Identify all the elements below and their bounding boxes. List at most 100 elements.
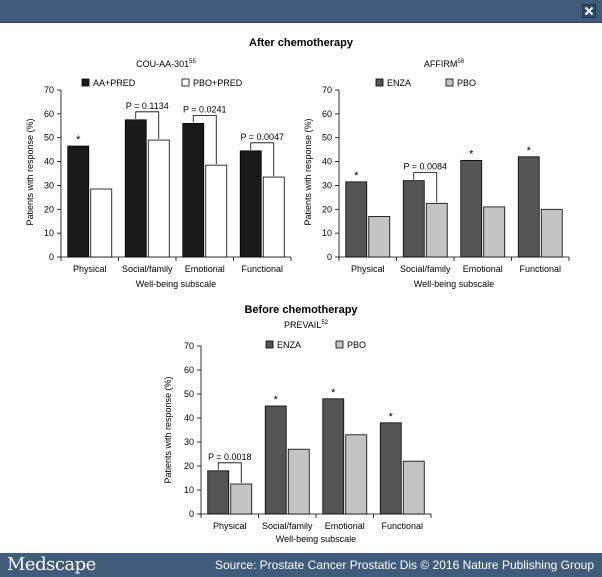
chart-title-sup: 52: [321, 320, 328, 326]
y-tick-label: 70: [322, 85, 332, 95]
chart-title: COU-AA-30155: [136, 59, 196, 69]
y-tick-label: 50: [184, 389, 194, 399]
legend-label: AA+PRED: [93, 78, 136, 88]
bar-pbo: [230, 483, 253, 515]
p-value-label: P = 0.0018: [208, 452, 252, 462]
p-value-bracket: [413, 172, 438, 203]
bar-pbo: [345, 434, 368, 515]
footer-bar: Medscape Source: Prostate Cancer Prostat…: [0, 553, 602, 577]
y-tick-label: 50: [322, 133, 332, 143]
y-tick-label: 0: [327, 252, 332, 262]
significance-star: *: [76, 134, 81, 146]
legend-swatch-pbo: [445, 78, 454, 87]
p-value-bracket: [192, 115, 217, 165]
chart-affirm: AFFIRM58 ENZA PBO 0 10 20 30 40 50 60 70 Patients w…: [303, 59, 570, 289]
bar-pbo: [425, 202, 448, 258]
bar-pbo: [402, 460, 425, 515]
y-axis-label: Patients with response (%): [163, 376, 173, 483]
x-category-label: Social/family: [400, 264, 451, 274]
close-icon[interactable]: [582, 4, 596, 18]
bar-enza: [517, 156, 540, 258]
bar-pbo-pred: [262, 176, 285, 258]
bar-pbo: [368, 216, 391, 258]
y-tick-label: 40: [322, 157, 332, 167]
y-tick-label: 10: [184, 485, 194, 495]
p-value-label: P = 0.0241: [183, 104, 227, 114]
chart-title-sup: 58: [457, 59, 464, 65]
bar-aa-pred: [124, 119, 147, 258]
x-category-label: Functional: [241, 264, 283, 274]
y-tick-label: 10: [322, 228, 332, 238]
chart-title: AFFIRM58: [424, 59, 465, 69]
p-value-label: P = 0.0084: [403, 162, 447, 172]
significance-star: *: [389, 411, 394, 423]
bar-enza: [460, 159, 483, 258]
x-category-label: Emotional: [325, 521, 365, 531]
y-tick-label: 0: [189, 509, 194, 519]
y-tick-label: 50: [44, 133, 54, 143]
x-category-label: Physical: [213, 521, 247, 531]
bar-pbo-pred: [90, 188, 113, 258]
x-category-label: Functional: [519, 264, 561, 274]
source-credit: Source: Prostate Cancer Prostatic Dis © …: [214, 558, 594, 572]
legend-swatch-enza: [265, 340, 274, 349]
chart-title-text: AFFIRM: [424, 59, 458, 69]
y-tick-label: 60: [44, 109, 54, 119]
bar-pbo-pred: [205, 164, 228, 258]
after-chemo-title: After chemotherapy: [249, 37, 354, 49]
x-axis-label: Well-being subscale: [136, 279, 216, 289]
significance-star: *: [527, 145, 532, 157]
y-tick-label: 20: [322, 204, 332, 214]
x-category-label: Social/family: [262, 521, 313, 531]
bar-pbo: [287, 448, 310, 515]
chart-title: PREVAIL52: [284, 320, 329, 330]
p-value-bracket: [250, 142, 275, 177]
y-tick-label: 20: [184, 461, 194, 471]
legend-label: PBO+PRED: [193, 78, 243, 88]
y-tick-label: 30: [322, 180, 332, 190]
y-tick-label: 70: [44, 85, 54, 95]
legend-label: ENZA: [277, 340, 301, 350]
y-tick-label: 30: [184, 437, 194, 447]
x-category-label: Physical: [351, 264, 385, 274]
y-axis-label: Patients with response (%): [303, 118, 313, 225]
chart-title-text: COU-AA-301: [136, 59, 189, 69]
header-bar: [0, 0, 602, 23]
bar-pbo: [540, 208, 563, 258]
legend-swatch-pbo: [335, 340, 344, 349]
bar-enza: [322, 398, 345, 515]
y-tick-label: 70: [184, 341, 194, 351]
y-tick-label: 10: [44, 228, 54, 238]
x-category-label: Emotional: [463, 264, 503, 274]
y-axis-label: Patients with response (%): [25, 118, 35, 225]
p-value-label: P = 0.1134: [126, 101, 169, 111]
y-tick-label: 30: [44, 180, 54, 190]
bar-pbo-pred: [147, 139, 170, 258]
x-category-label: Physical: [73, 264, 107, 274]
bar-enza: [402, 180, 425, 258]
legend-swatch-aa-pred: [81, 78, 90, 87]
bar-aa-pred: [67, 145, 90, 258]
bar-enza: [345, 181, 368, 258]
bar-enza: [207, 470, 230, 515]
y-tick-label: 0: [49, 252, 54, 262]
y-tick-label: 40: [44, 157, 54, 167]
significance-star: *: [469, 148, 474, 160]
bar-pbo: [483, 206, 506, 258]
legend-label: PBO: [457, 78, 476, 88]
p-value-label: P = 0.0047: [240, 132, 284, 142]
x-category-label: Emotional: [185, 264, 225, 274]
y-tick-label: 20: [44, 204, 54, 214]
legend-swatch-pbo-pred: [181, 78, 190, 87]
legend-label: ENZA: [387, 78, 411, 88]
y-tick-label: 60: [322, 109, 332, 119]
p-value-bracket: [135, 111, 160, 140]
y-tick-label: 40: [184, 413, 194, 423]
p-value-bracket: [217, 462, 242, 483]
significance-star: *: [331, 387, 336, 399]
chart-prevail: PREVAIL52 ENZA PBO 0 10 20 30 40 50 60 70 Patients …: [163, 320, 432, 544]
medscape-logo[interactable]: Medscape: [7, 554, 96, 575]
x-axis-label: Well-being subscale: [414, 279, 494, 289]
